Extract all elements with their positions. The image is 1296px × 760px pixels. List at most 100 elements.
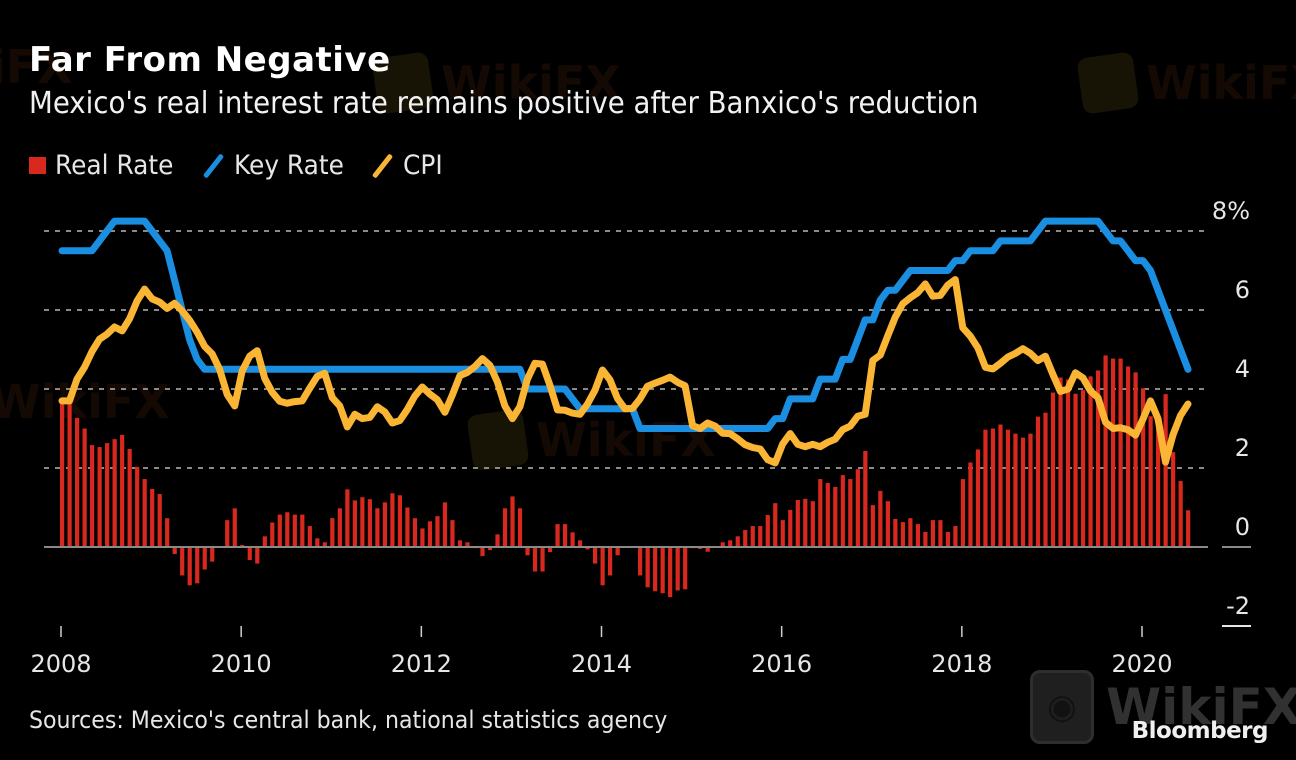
real-rate-bar: [840, 475, 845, 547]
real-rate-bar: [195, 547, 200, 584]
real-rate-bar: [67, 400, 72, 547]
real-rate-bar: [390, 493, 395, 547]
real-rate-bar: [442, 502, 448, 547]
real-rate-bar: [1125, 366, 1131, 547]
real-rate-bar: [375, 508, 380, 547]
real-rate-bar: [480, 547, 485, 557]
x-tick-label: 2014: [571, 650, 632, 678]
real-rate-bar: [82, 428, 87, 547]
real-rate-bar: [232, 508, 237, 547]
real-rate-bar: [450, 520, 455, 547]
real-rate-bar: [1020, 437, 1026, 547]
real-rate-bar: [1178, 481, 1183, 547]
real-rate-bar: [210, 547, 215, 562]
real-rate-bar: [315, 538, 320, 547]
real-rate-bar: [367, 499, 372, 547]
real-rate-bar: [112, 439, 117, 547]
series-lines: [58, 217, 1192, 467]
x-tick-label: 2012: [391, 650, 452, 678]
real-rate-bar: [795, 499, 800, 547]
real-rate-bar: [300, 514, 305, 547]
real-rate-bar: [938, 520, 943, 547]
real-rate-bar: [1050, 392, 1056, 547]
real-rate-bar: [570, 532, 575, 547]
legend-item-key-rate: Key Rate: [202, 150, 353, 181]
real-rate-bar: [878, 490, 883, 547]
real-rate-bar: [360, 497, 365, 547]
real-rate-bar: [1118, 358, 1123, 547]
real-rate-bar: [405, 507, 410, 547]
real-rate-bar: [705, 547, 710, 552]
real-rate-bar: [855, 469, 860, 547]
real-rate-bar: [975, 449, 981, 547]
real-rate-bar: [863, 451, 868, 547]
real-rate-bar: [1005, 429, 1011, 547]
y-tick-label: 6: [1235, 276, 1250, 304]
real-rate-bar: [945, 531, 951, 547]
real-rate-bar: [1156, 428, 1161, 547]
real-rate-bar: [1035, 416, 1041, 547]
y-tick-label: 8%: [1212, 197, 1250, 225]
real-rate-bar: [960, 479, 966, 547]
real-rate-bar: [592, 547, 598, 564]
legend-label: CPI: [403, 150, 443, 181]
real-rate-bar: [728, 540, 733, 547]
y-tick-label: 2: [1235, 434, 1250, 462]
legend-label: Real Rate: [55, 150, 174, 181]
real-rate-bar: [330, 518, 335, 547]
real-rate-bar: [517, 508, 523, 547]
real-rate-bar: [1141, 388, 1146, 547]
real-rate-bar: [165, 518, 170, 547]
real-rate-bar: [525, 547, 530, 556]
real-rate-bar: [1171, 452, 1176, 547]
legend: Real Rate Key Rate CPI: [29, 150, 464, 181]
x-tick-label: 2018: [931, 650, 992, 678]
bloomberg-logo: Bloomberg: [1131, 718, 1269, 744]
real-rate-bar: [307, 526, 312, 547]
real-rate-bar: [930, 520, 936, 547]
real-rate-bar: [870, 505, 875, 547]
y-axis: 8% 6 4 2 0 -2: [1212, 197, 1251, 627]
source-note: Sources: Mexico's central bank, national…: [29, 706, 668, 734]
chart-subtitle: Mexico's real interest rate remains posi…: [29, 86, 979, 121]
real-rate-bar: [638, 547, 643, 576]
real-rate-bar: [150, 488, 155, 547]
real-rate-bar: [135, 466, 140, 547]
real-rate-bar: [127, 449, 132, 547]
real-rate-bar: [142, 479, 147, 547]
real-rate-bar: [983, 429, 988, 547]
real-rate-bar: [1103, 355, 1108, 547]
real-rate-bar: [585, 547, 590, 550]
real-rate-bar: [457, 540, 463, 547]
real-rate-bar: [60, 400, 65, 547]
real-rate-bar: [487, 547, 493, 551]
real-rate-bar: [848, 479, 853, 547]
real-rate-bar: [345, 489, 350, 547]
real-rate-bar: [412, 518, 418, 547]
real-rate-bar: [510, 496, 515, 547]
y-tick-label: -2: [1226, 592, 1250, 620]
real-rate-bar: [495, 534, 500, 547]
real-rate-bar: [555, 524, 560, 547]
real-rate-bar: [1028, 433, 1033, 547]
real-rate-bar: [765, 515, 770, 547]
eagle-icon: ◉: [1030, 670, 1094, 744]
real-rate-bar: [157, 494, 162, 547]
real-rate-bar: [1163, 394, 1168, 547]
real-rate-bar: [833, 486, 838, 547]
legend-item-real-rate: Real Rate: [29, 150, 184, 181]
real-rate-bar: [1073, 393, 1078, 547]
real-rate-bar: [1088, 376, 1093, 547]
real-rate-bar: [615, 547, 620, 556]
real-rate-bar: [675, 547, 680, 591]
real-rate-bar: [803, 498, 808, 547]
real-rate-bar: [923, 531, 928, 547]
real-rate-bar: [758, 526, 763, 547]
real-rate-bar: [180, 547, 185, 576]
real-rate-bar: [1110, 358, 1116, 547]
real-rate-bar: [780, 520, 785, 547]
real-rate-bars: [60, 355, 1191, 598]
real-rate-bar: [465, 542, 470, 547]
real-rate-bar: [1095, 370, 1101, 547]
legend-swatch-real-rate-icon: [29, 157, 46, 174]
